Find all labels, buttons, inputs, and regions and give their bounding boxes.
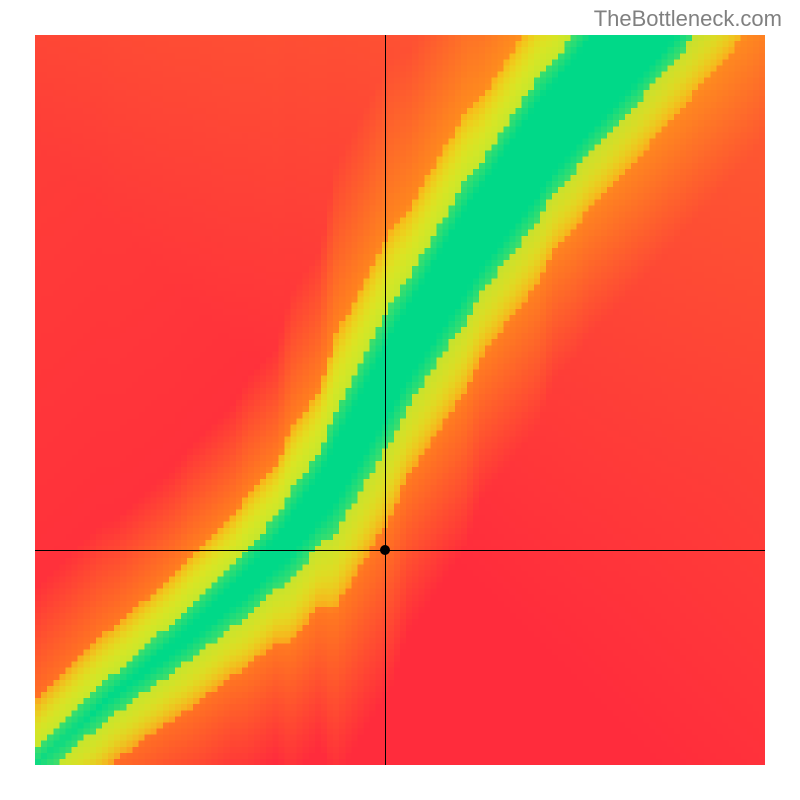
watermark-text: TheBottleneck.com — [594, 6, 782, 32]
heatmap-plot — [35, 35, 765, 765]
heatmap-canvas — [35, 35, 765, 765]
